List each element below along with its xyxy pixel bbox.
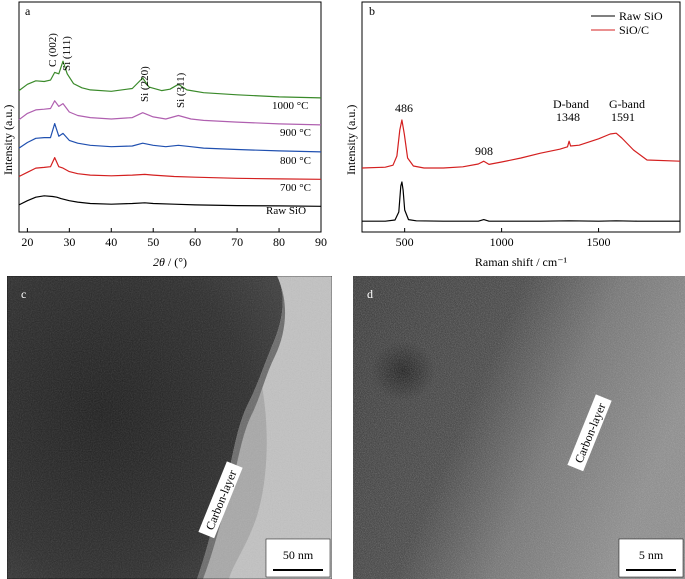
scale-bar-c: 50 nm [265, 538, 331, 578]
annotation-1591: 1591 [611, 110, 635, 124]
series-line-3 [18, 100, 322, 126]
x-tick-label: 90 [315, 235, 327, 249]
x-ticks: 500 1000 1500 [396, 228, 611, 249]
series-line-1 [18, 157, 322, 180]
scale-bar-label-c: 50 nm [283, 548, 314, 562]
x-axis-label: Raman shift / cm⁻¹ [475, 255, 568, 269]
x-ticks: 20 30 40 50 60 70 80 90 [21, 228, 327, 249]
annotation-d-band: D-band [553, 97, 589, 111]
panel-a-letter: a [25, 4, 31, 18]
panel-a-frame [18, 1, 322, 233]
annotation-c002: C (002) [47, 33, 59, 67]
series-lines [361, 119, 681, 222]
x-tick-label: 80 [273, 235, 285, 249]
series-line-0 [362, 181, 680, 222]
annotation-486: 486 [395, 101, 413, 115]
series-line-4 [18, 60, 322, 99]
panel-c-tem-image: c Carbon-layer 50 nm [7, 276, 332, 579]
x-tick-label: 70 [231, 235, 243, 249]
y-axis-label: Intensity (a.u.) [1, 105, 15, 175]
x-tick-label: 1000 [490, 235, 514, 249]
scale-bar-d: 5 nm [618, 538, 684, 578]
x-tick-label: 50 [147, 235, 159, 249]
series-lines [18, 60, 322, 207]
panel-c-letter: c [21, 287, 26, 301]
label-800c: 800 °C [280, 155, 311, 167]
x-tick-label: 20 [21, 235, 33, 249]
x-tick-label: 1500 [587, 235, 611, 249]
annotation-g-band: G-band [609, 97, 645, 111]
x-tick-label: 60 [189, 235, 201, 249]
panel-b-chart: b Intensity (a.u.) 500 1000 1500 Raman shi… [344, 1, 681, 269]
scale-bar-label-d: 5 nm [639, 548, 664, 562]
x-tick-label: 500 [396, 235, 414, 249]
series-line-1 [361, 119, 681, 169]
x-axis-label: 2θ / (°) [153, 255, 187, 269]
annotation-si311: Si (311) [175, 72, 187, 108]
annotation-1348: 1348 [556, 110, 580, 124]
annotation-si220: Si (220) [139, 66, 151, 102]
series-line-0 [18, 195, 322, 207]
panel-b-letter: b [369, 4, 375, 18]
y-axis-label: Intensity (a.u.) [344, 105, 358, 175]
annotation-908: 908 [475, 144, 493, 158]
label-900c: 900 °C [280, 127, 311, 139]
panel-d-letter: d [367, 287, 373, 301]
annotation-si111: Si (111) [61, 36, 73, 71]
panel-b-frame [361, 1, 681, 233]
legend: Raw SiO SiO/C [591, 9, 663, 37]
panel-d-hrtem-image: d Carbon-layer 5 nm [353, 276, 685, 579]
x-tick-label: 40 [105, 235, 117, 249]
label-700c: 700 °C [280, 182, 311, 194]
legend-label-sioc: SiO/C [619, 23, 649, 37]
series-line-2 [18, 122, 322, 153]
x-tick-label: 30 [63, 235, 75, 249]
label-raw-sio: Raw SiO [266, 205, 306, 217]
panel-a-chart: a Intensity (a.u.) 20 30 40 50 60 70 80 90 2θ /… [1, 1, 327, 269]
label-1000c: 1000 °C [272, 100, 309, 112]
legend-label-raw-sio: Raw SiO [619, 9, 663, 23]
